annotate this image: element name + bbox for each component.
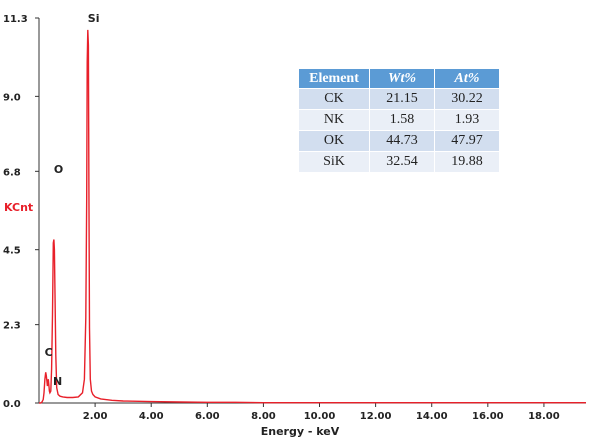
y-tick-label: 11.3 (3, 14, 28, 25)
peak-label-si: Si (88, 12, 100, 25)
cell-element: OK (298, 130, 370, 152)
x-tick-label: 12.00 (360, 411, 392, 422)
y-tick-label: 6.8 (3, 167, 21, 178)
cell-at: 1.93 (434, 109, 500, 131)
table-row: OK 44.73 47.97 (298, 130, 500, 152)
header-at: At% (434, 68, 500, 89)
x-tick-label: 14.00 (416, 411, 448, 422)
cell-wt: 21.15 (369, 88, 435, 110)
table-row: SiK 32.54 19.88 (298, 151, 500, 173)
header-element: Element (298, 68, 370, 89)
y-tick-label: 4.5 (3, 246, 21, 257)
y-tick-label: 2.3 (3, 321, 21, 332)
cell-at: 47.97 (434, 130, 500, 152)
peak-label-o: O (54, 163, 63, 176)
x-tick-label: 16.00 (472, 411, 504, 422)
peak-label-c: C (45, 346, 53, 359)
table-row: NK 1.58 1.93 (298, 109, 500, 131)
x-tick-group: 2.00 4.00 6.00 8.00 10.00 12.00 14.00 16.00 18.0… (83, 403, 560, 422)
y-tick-label: 9.0 (3, 92, 21, 103)
header-wt: Wt% (369, 68, 435, 89)
cell-element: NK (298, 109, 370, 131)
cell-wt: 32.54 (369, 151, 435, 173)
y-tick-label: 0.0 (3, 399, 21, 410)
peak-label-group: Si O C N (45, 12, 100, 388)
cell-at: 30.22 (434, 88, 500, 110)
cell-element: SiK (298, 151, 370, 173)
spectrum-line (39, 29, 586, 404)
x-tick-label: 10.00 (304, 411, 336, 422)
composition-table: Element Wt% At% CK 21.15 30.22 NK 1.58 1… (298, 68, 500, 173)
x-tick-label: 2.00 (83, 411, 108, 422)
y-tick-group: 0.0 2.3 4.5 6.8 9.0 11.3 (3, 14, 39, 410)
x-tick-label: 18.00 (528, 411, 560, 422)
table-header-row: Element Wt% At% (298, 68, 500, 89)
x-tick-label: 8.00 (251, 411, 276, 422)
cell-wt: 44.73 (369, 130, 435, 152)
cell-at: 19.88 (434, 151, 500, 173)
y-axis-label: KCnt (4, 201, 33, 214)
cell-element: CK (298, 88, 370, 110)
table-row: CK 21.15 30.22 (298, 88, 500, 110)
x-tick-label: 4.00 (139, 411, 164, 422)
cell-wt: 1.58 (369, 109, 435, 131)
x-axis-label: Energy - keV (261, 425, 340, 438)
x-tick-label: 6.00 (195, 411, 220, 422)
peak-label-n: N (53, 375, 62, 388)
